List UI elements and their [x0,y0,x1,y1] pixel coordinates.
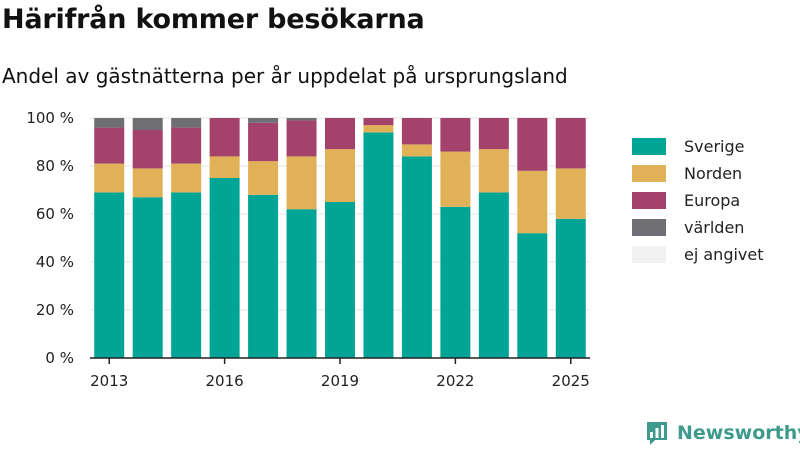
y-tick-label: 80 % [36,157,74,175]
legend-swatch [632,192,666,209]
bar-segment-norden [209,156,240,178]
x-tick-label: 2019 [321,372,359,390]
bar-segment-norden [325,149,355,202]
bar-segment-norden [517,170,548,234]
x-tick-label: 2013 [90,372,128,390]
chart-subtitle: Andel av gästnätterna per år uppdelat på… [2,64,568,88]
bar-segment-sverige [209,178,240,358]
bar-segment-norden [555,168,586,219]
y-tick-label: 0 % [45,349,74,367]
bar-segment-europa [209,118,240,157]
legend-swatch [632,165,666,182]
bar-segment-norden [440,151,471,207]
bar-segment-sverige [94,192,125,358]
bar-segment-sverige [171,192,202,358]
x-tick-label: 2025 [552,372,590,390]
y-tick-label: 20 % [36,301,74,319]
bar-segment-norden [401,144,432,157]
newsworthy-chart-icon [647,422,667,445]
bar-segment-norden [248,161,279,195]
bar-segment-sverige [325,202,355,358]
bar-segment-norden [363,125,394,133]
brand-name: Newsworthy [677,422,800,444]
x-tick-label: 2016 [206,372,244,390]
bar-segment-europa [517,118,548,171]
bar-segment-världen [248,118,279,123]
legend-swatch [632,138,666,155]
bar-segment-sverige [478,192,509,358]
bar-segment-sverige [363,132,394,358]
x-axis-ticks: 2013 2016 2019 2022 2025 [90,358,590,390]
legend-label: ej angivet [684,245,764,264]
y-tick-label: 60 % [36,205,74,223]
legend-label: Norden [684,164,742,183]
bar-segment-norden [132,168,163,198]
bar-segment-norden [478,149,509,193]
legend-swatch [632,219,666,236]
bar-segment-europa [94,127,125,164]
bar-segment-norden [94,163,125,193]
bar-segment-världen [171,118,202,128]
bar-segment-europa [248,122,279,162]
y-axis-ticks: 0 % 20 % 40 % 60 % 80 % 100 % [26,109,74,367]
bar-segment-världen [286,118,317,121]
bar-segment-europa [555,118,586,169]
bar-segment-norden [286,156,317,210]
bar-segment-världen [132,118,163,130]
bar-segment-sverige [517,233,548,358]
chart-title: Härifrån kommer besökarna [2,4,425,35]
legend-label: världen [684,218,744,237]
bar-segment-europa [325,118,355,150]
bars [94,118,586,358]
y-tick-label: 100 % [26,109,74,127]
legend-label: Sverige [684,137,745,156]
bar-segment-europa [132,130,163,169]
bar-segment-norden [171,163,202,193]
bar-segment-sverige [248,194,279,358]
bar-segment-sverige [440,206,471,358]
bar-segment-världen [94,118,125,128]
bar-segment-sverige [286,209,317,358]
legend: Sverige Norden Europa världen ej angivet [632,137,764,264]
newsworthy-logo: Newsworthy [645,420,800,446]
bar-segment-europa [171,127,202,164]
bar-segment-europa [478,118,509,150]
bar-segment-europa [363,118,394,126]
bar-segment-sverige [132,197,163,358]
legend-label: Europa [684,191,740,210]
bar-segment-europa [401,118,432,145]
bar-segment-europa [440,118,471,152]
bar-segment-sverige [401,156,432,358]
x-tick-label: 2022 [436,372,474,390]
y-tick-label: 40 % [36,253,74,271]
bar-segment-sverige [555,218,586,358]
legend-swatch [632,246,666,263]
bar-segment-europa [286,120,317,157]
